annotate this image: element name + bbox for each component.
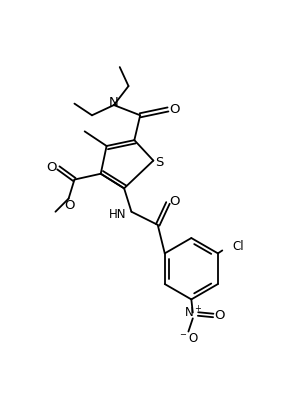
Text: S: S: [155, 156, 164, 168]
Text: Cl: Cl: [232, 239, 244, 253]
Text: O: O: [47, 161, 57, 174]
Text: O: O: [169, 195, 180, 208]
Text: N$^+$: N$^+$: [184, 305, 203, 321]
Text: HN: HN: [109, 208, 126, 221]
Text: N: N: [109, 96, 118, 109]
Text: O: O: [64, 199, 74, 212]
Text: O: O: [214, 309, 225, 322]
Text: $^-$O: $^-$O: [178, 332, 199, 345]
Text: O: O: [169, 103, 180, 116]
